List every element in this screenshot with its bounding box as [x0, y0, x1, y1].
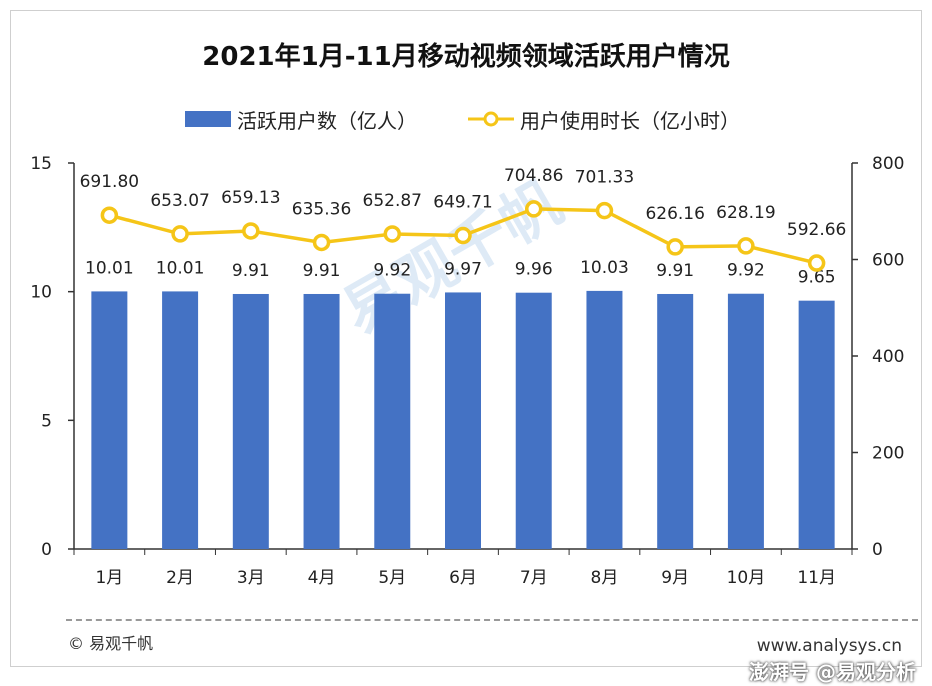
bar-value-label: 9.92	[727, 261, 765, 281]
legend-item-line: 用户使用时长（亿小时）	[468, 104, 740, 134]
bar-value-label: 9.65	[798, 268, 836, 288]
legend-label-bars: 活跃用户数（亿人）	[237, 108, 417, 133]
bar-value-label: 10.01	[156, 258, 205, 278]
bar	[232, 293, 269, 549]
line-value-label: 659.13	[221, 188, 280, 208]
y-left-tick-label: 5	[41, 411, 52, 431]
x-tick-label: 4月	[308, 568, 336, 588]
line-value-label: 626.16	[645, 204, 704, 224]
line-value-label: 691.80	[80, 172, 139, 192]
legend-line-swatch	[468, 109, 514, 129]
y-left-tick-label: 15	[30, 154, 52, 174]
line-point	[666, 238, 684, 256]
legend-bar-swatch	[185, 111, 231, 127]
bar-value-label: 9.92	[373, 261, 411, 281]
x-tick-label: 6月	[449, 568, 477, 588]
line-value-label: 701.33	[575, 168, 634, 188]
bar	[303, 293, 340, 549]
line-point	[171, 225, 189, 243]
y-right-tick-label: 800	[872, 154, 904, 174]
bar	[727, 293, 764, 549]
copyright-text: © 易观千帆	[68, 634, 154, 653]
bar	[657, 293, 694, 549]
y-right-tick-label: 0	[872, 540, 883, 560]
line-point	[100, 206, 119, 224]
line-value-label: 649.71	[433, 193, 492, 213]
x-tick-label: 8月	[591, 568, 619, 588]
x-tick-label: 10月	[727, 568, 766, 588]
bar-value-label: 9.96	[515, 260, 553, 280]
legend-item-bars: 活跃用户数（亿人）	[185, 104, 417, 134]
y-right-tick-label: 400	[872, 347, 904, 367]
line-point	[524, 200, 543, 218]
footer-divider	[66, 619, 918, 621]
legend-label-line: 用户使用时长（亿小时）	[520, 108, 740, 133]
bar-value-label: 9.97	[444, 259, 482, 279]
bar-value-label: 10.01	[85, 258, 134, 278]
line-value-label: 652.87	[363, 191, 422, 211]
x-tick-label: 7月	[520, 568, 548, 588]
line-value-label: 628.19	[716, 203, 775, 223]
line-point	[595, 201, 614, 220]
bar	[374, 293, 411, 549]
bar	[445, 292, 481, 549]
bar	[91, 291, 128, 549]
y-left-tick-label: 10	[30, 283, 52, 303]
line-point	[383, 225, 402, 243]
bar-value-label: 10.03	[580, 258, 629, 278]
chart-title: 2021年1月-11月移动视频领域活跃用户情况	[202, 42, 730, 72]
line-value-label: 635.36	[292, 199, 351, 219]
x-tick-label: 2月	[166, 568, 194, 588]
line-point	[242, 222, 260, 240]
line-value-label: 653.07	[150, 191, 209, 211]
x-tick-label: 3月	[237, 568, 265, 588]
line-point	[737, 237, 755, 255]
line-point	[807, 254, 826, 272]
x-tick-label: 5月	[378, 568, 406, 588]
line-point	[454, 226, 472, 245]
bar	[515, 292, 552, 549]
x-tick-label: 9月	[661, 568, 689, 588]
y-left-tick-label: 0	[41, 540, 52, 560]
bar-value-label: 9.91	[303, 261, 341, 281]
platform-watermark: 澎湃号 @易观分析	[749, 660, 916, 684]
line-value-label: 592.66	[787, 220, 846, 240]
bar-value-label: 9.91	[656, 261, 694, 281]
y-right-tick-label: 200	[872, 444, 904, 464]
x-tick-label: 1月	[95, 568, 123, 588]
x-tick-label: 11月	[797, 568, 836, 588]
bar-value-label: 9.91	[232, 261, 270, 281]
bar	[798, 300, 835, 549]
line-point	[312, 233, 331, 252]
bar	[586, 290, 623, 549]
website-text: www.analysys.cn	[756, 636, 902, 656]
legend: 活跃用户数（亿人） 用户使用时长（亿小时）	[0, 104, 932, 134]
bar	[162, 291, 199, 549]
line-value-label: 704.86	[504, 166, 563, 186]
y-right-tick-label: 600	[872, 251, 904, 271]
